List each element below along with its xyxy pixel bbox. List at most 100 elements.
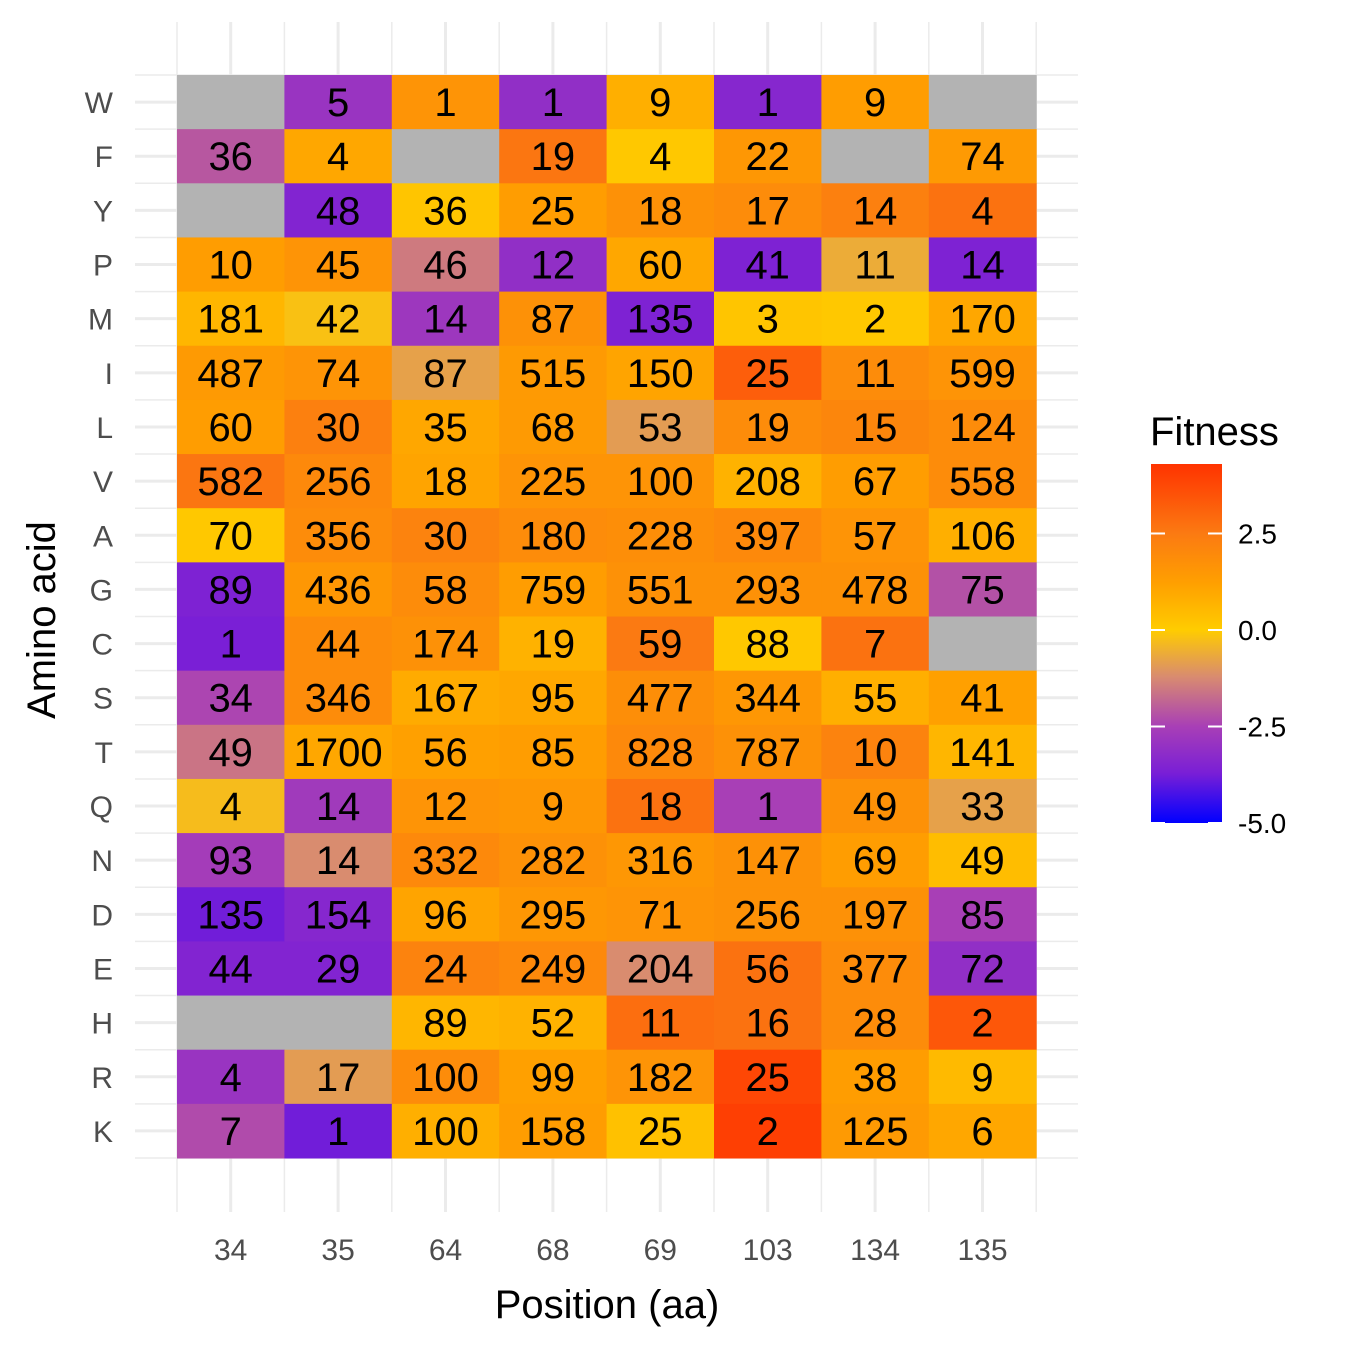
cell-count-label: 170 bbox=[949, 298, 1016, 342]
cell-count-label: 397 bbox=[734, 514, 801, 558]
cell-count-label: 29 bbox=[316, 947, 361, 991]
x-tick-label: 135 bbox=[957, 1234, 1007, 1267]
legend-tick-label: 0.0 bbox=[1238, 615, 1277, 646]
cell-count-label: 125 bbox=[842, 1110, 909, 1154]
cell-count-label: 759 bbox=[520, 568, 587, 612]
cell-count-label: 487 bbox=[197, 352, 264, 396]
cell-count-label: 48 bbox=[316, 189, 361, 233]
cell-count-label: 25 bbox=[745, 352, 790, 396]
cell-count-label: 9 bbox=[971, 1056, 993, 1100]
cell-count-label: 88 bbox=[745, 623, 790, 667]
cell-count-label: 1 bbox=[327, 1110, 349, 1154]
y-tick-label: R bbox=[91, 1062, 113, 1095]
cell-count-label: 41 bbox=[745, 244, 790, 288]
cell-count-label: 14 bbox=[853, 189, 898, 233]
cell-count-label: 1 bbox=[434, 81, 456, 125]
cell-count-label: 154 bbox=[305, 893, 372, 937]
cell-count-label: 100 bbox=[627, 460, 694, 504]
x-tick-label: 68 bbox=[536, 1234, 569, 1267]
y-tick-label: I bbox=[105, 358, 113, 391]
y-tick-label: A bbox=[93, 520, 113, 553]
cell-count-label: 75 bbox=[960, 568, 1005, 612]
cell-count-label: 36 bbox=[208, 135, 253, 179]
cell-count-label: 99 bbox=[531, 1056, 576, 1100]
cell-count-label: 52 bbox=[531, 1002, 576, 1046]
cell-count-label: 515 bbox=[520, 352, 587, 396]
cell-count-label: 1 bbox=[220, 623, 242, 667]
cell-count-label: 4 bbox=[220, 785, 242, 829]
cell-count-label: 34 bbox=[208, 677, 253, 721]
cell-count-label: 49 bbox=[853, 785, 898, 829]
cell-count-label: 150 bbox=[627, 352, 694, 396]
y-tick-label: D bbox=[91, 899, 113, 932]
cell-count-label: 19 bbox=[531, 623, 576, 667]
legend-tick-label: -2.5 bbox=[1238, 711, 1286, 742]
cell-count-label: 5 bbox=[327, 81, 349, 125]
cell-count-label: 4 bbox=[649, 135, 671, 179]
heatmap-cell bbox=[821, 129, 929, 184]
cell-count-label: 49 bbox=[960, 839, 1005, 883]
cell-count-label: 19 bbox=[531, 135, 576, 179]
cell-count-label: 89 bbox=[208, 568, 253, 612]
legend-title: Fitness bbox=[1150, 410, 1279, 454]
cell-count-label: 2 bbox=[864, 298, 886, 342]
cell-count-label: 95 bbox=[531, 677, 576, 721]
y-tick-label: Y bbox=[93, 195, 113, 228]
cell-count-label: 100 bbox=[412, 1110, 479, 1154]
y-tick-label: N bbox=[91, 845, 113, 878]
x-tick-label: 103 bbox=[743, 1234, 793, 1267]
cell-count-label: 377 bbox=[842, 947, 909, 991]
cell-count-label: 197 bbox=[842, 893, 909, 937]
cell-count-label: 12 bbox=[423, 785, 468, 829]
y-tick-label: L bbox=[96, 412, 113, 445]
cell-count-label: 69 bbox=[853, 839, 898, 883]
cell-count-label: 17 bbox=[745, 189, 790, 233]
heatmap-cell bbox=[284, 996, 392, 1051]
y-tick-label: P bbox=[93, 250, 113, 283]
cell-count-label: 158 bbox=[520, 1110, 587, 1154]
cell-count-label: 204 bbox=[627, 947, 694, 991]
heatmap-cell bbox=[929, 75, 1037, 130]
y-tick-label: F bbox=[95, 141, 113, 174]
cell-count-label: 33 bbox=[960, 785, 1005, 829]
cell-count-label: 7 bbox=[864, 623, 886, 667]
y-tick-label: M bbox=[88, 304, 113, 337]
cell-count-label: 11 bbox=[854, 352, 896, 396]
cell-count-label: 124 bbox=[949, 406, 1016, 450]
cell-count-label: 44 bbox=[316, 623, 361, 667]
cell-count-label: 89 bbox=[423, 1002, 468, 1046]
cell-count-label: 25 bbox=[745, 1056, 790, 1100]
cell-count-label: 180 bbox=[520, 514, 587, 558]
cell-count-label: 332 bbox=[412, 839, 479, 883]
cell-count-label: 182 bbox=[627, 1056, 694, 1100]
cell-count-label: 551 bbox=[627, 568, 694, 612]
cell-count-label: 1 bbox=[757, 785, 779, 829]
y-axis-title: Amino acid bbox=[20, 521, 64, 719]
cell-count-label: 38 bbox=[853, 1056, 898, 1100]
cell-count-label: 9 bbox=[649, 81, 671, 125]
cell-count-label: 22 bbox=[745, 135, 790, 179]
x-axis-title: Position (aa) bbox=[495, 1283, 720, 1327]
cell-count-label: 174 bbox=[412, 623, 479, 667]
legend-tick-label: 2.5 bbox=[1238, 518, 1277, 549]
cell-count-label: 208 bbox=[734, 460, 801, 504]
heatmap-cell bbox=[392, 129, 500, 184]
cell-count-label: 53 bbox=[638, 406, 683, 450]
heatmap-cell bbox=[929, 617, 1037, 672]
cell-count-label: 228 bbox=[627, 514, 694, 558]
y-tick-label: Q bbox=[90, 791, 113, 824]
cell-count-label: 68 bbox=[531, 406, 576, 450]
cell-count-label: 249 bbox=[520, 947, 587, 991]
x-tick-label: 35 bbox=[321, 1234, 354, 1267]
cell-count-label: 12 bbox=[531, 244, 576, 288]
cell-count-label: 35 bbox=[423, 406, 468, 450]
cell-count-label: 558 bbox=[949, 460, 1016, 504]
cell-count-label: 71 bbox=[638, 893, 683, 937]
cell-count-label: 9 bbox=[542, 785, 564, 829]
cell-count-label: 106 bbox=[949, 514, 1016, 558]
cell-count-label: 56 bbox=[423, 731, 468, 775]
legend-colorbar bbox=[1151, 464, 1222, 823]
cell-count-label: 18 bbox=[638, 785, 683, 829]
x-tick-label: 69 bbox=[644, 1234, 677, 1267]
cell-count-label: 14 bbox=[316, 839, 361, 883]
